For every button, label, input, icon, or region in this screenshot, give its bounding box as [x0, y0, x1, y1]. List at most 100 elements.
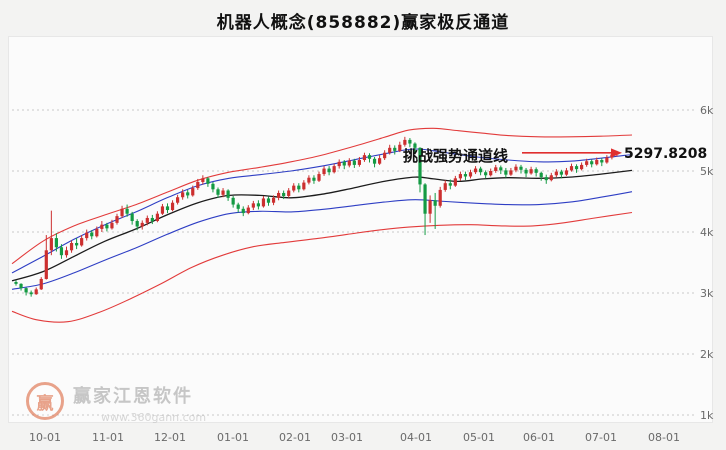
candle-body: [585, 161, 589, 165]
candle-body: [256, 203, 260, 207]
candle-body: [489, 171, 493, 176]
candle-body: [44, 250, 48, 279]
candle-body: [564, 170, 569, 175]
candle-body: [216, 189, 220, 195]
x-tick-label: 11-01: [92, 431, 124, 444]
candle-body: [342, 161, 346, 166]
candle-body: [201, 178, 205, 182]
candle-body: [479, 168, 483, 173]
candle-body: [499, 167, 503, 171]
candle-body: [504, 170, 508, 175]
candle-body: [600, 160, 604, 163]
candle-body: [403, 139, 407, 145]
watermark-url: www.360gann.com: [101, 411, 207, 424]
candle-body: [181, 192, 185, 198]
candle-body: [302, 182, 306, 190]
candle-body: [287, 190, 291, 197]
y-tick-label: 4k: [700, 226, 714, 239]
candle-body: [352, 160, 356, 165]
candle-body: [529, 169, 533, 174]
candle-body: [125, 208, 129, 214]
candle-body: [519, 166, 523, 170]
candle-body: [271, 197, 276, 203]
candle-body: [418, 147, 422, 185]
candle-body: [524, 169, 528, 174]
candle-body: [90, 232, 94, 237]
candle-body: [110, 222, 114, 229]
candle-body: [49, 238, 53, 251]
band-upper-inner: [11, 148, 633, 274]
x-tick-label: 07-01: [585, 431, 617, 444]
candle-body: [362, 155, 367, 161]
x-tick-label: 02-01: [279, 431, 311, 444]
band-lower-outer: [11, 211, 633, 323]
candle-body: [317, 174, 321, 181]
candle-body: [135, 221, 139, 227]
candle-body: [509, 170, 513, 175]
candle-body: [357, 160, 361, 165]
candle-body: [574, 166, 579, 170]
candle-body: [514, 166, 518, 171]
candle-body: [559, 171, 563, 175]
candle-body: [428, 200, 432, 214]
candle-body: [206, 178, 210, 184]
annotation-label: 挑战强势通道线: [403, 147, 509, 165]
candle-body: [191, 188, 195, 196]
candle-body: [458, 174, 462, 179]
candle-body: [100, 224, 104, 229]
x-tick-label: 01-01: [217, 431, 249, 444]
band-mid-line: [11, 169, 633, 282]
candle-body: [383, 152, 387, 159]
candle-body: [569, 166, 574, 171]
candle-body: [241, 208, 245, 214]
candle-body: [549, 175, 553, 181]
x-tick-label: 10-01: [29, 431, 61, 444]
candle-body: [277, 192, 281, 198]
candle-body: [14, 282, 18, 284]
candle-body: [468, 172, 473, 177]
candle-body: [388, 147, 392, 153]
candle-body: [423, 184, 427, 214]
watermark: 赢 赢家江恩软件 www.360gann.com: [26, 382, 206, 424]
candle-body: [59, 247, 64, 256]
candle-body: [408, 139, 412, 144]
candle-body: [372, 158, 377, 164]
watermark-logo-char: 赢: [36, 393, 54, 414]
candle-body: [130, 213, 134, 222]
candle-body: [448, 183, 452, 186]
plot-panel: [8, 36, 713, 423]
candle-body: [332, 166, 336, 173]
candle-body: [443, 183, 447, 190]
candle-body: [554, 171, 558, 176]
candle-body: [231, 197, 235, 205]
candle-body: [438, 189, 442, 206]
x-tick-label: 03-01: [331, 431, 363, 444]
candle-body: [19, 283, 23, 289]
candle-body: [378, 158, 382, 164]
y-tick-label: 6k: [700, 104, 714, 117]
candle-body: [160, 206, 165, 214]
candle-body: [85, 232, 89, 239]
candle-body: [312, 177, 316, 181]
candle-body: [327, 168, 331, 173]
candle-body: [393, 147, 397, 151]
y-tick-label: 2k: [700, 348, 714, 361]
candle-body: [463, 174, 468, 177]
candle-body: [453, 178, 457, 186]
candle-body: [337, 161, 341, 167]
candle-body: [494, 167, 498, 171]
y-tick-label: 3k: [700, 287, 714, 300]
candle-body: [140, 222, 144, 227]
candle-body: [155, 213, 159, 222]
band-lower-inner: [11, 191, 633, 290]
candle-body: [39, 278, 43, 290]
trend-arrow-head: [611, 148, 622, 158]
candle-body: [95, 228, 99, 237]
candle-body: [34, 289, 38, 295]
candle-body: [292, 185, 296, 191]
watermark-text-group: 赢家江恩软件 www.360gann.com: [73, 382, 206, 424]
candle-body: [266, 198, 271, 203]
candle-body: [226, 190, 230, 198]
candle-body: [297, 185, 301, 190]
